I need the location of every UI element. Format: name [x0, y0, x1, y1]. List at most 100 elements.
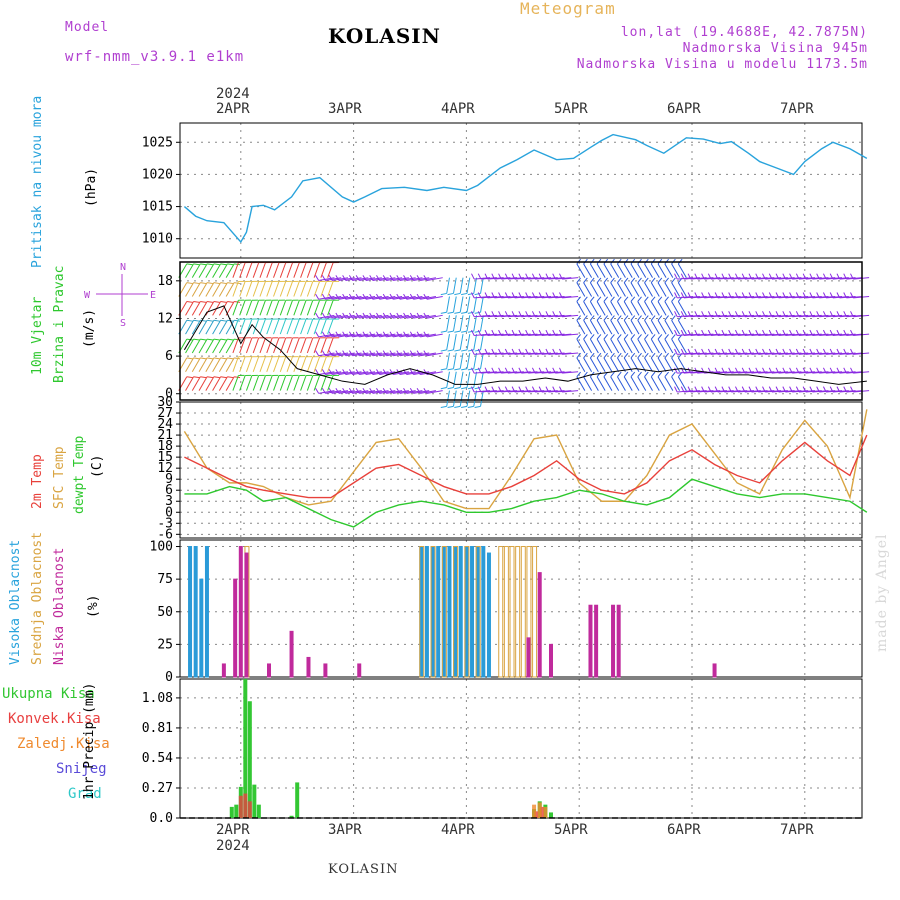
wind-barb — [232, 281, 239, 297]
wind-barb-feather — [782, 348, 786, 355]
wind-barb-feather — [650, 315, 656, 321]
wind-barb-feather — [396, 275, 401, 281]
wind-barb-feather — [416, 275, 421, 281]
wind-barb-feather — [213, 282, 220, 285]
wind-barb — [198, 357, 208, 373]
wind-barb — [386, 314, 403, 319]
wind-barb-feather — [650, 371, 656, 378]
wind-barb-feather — [559, 348, 563, 355]
wind-barb-feather — [498, 311, 502, 317]
wind-barb-feather — [369, 331, 374, 338]
temp-frame — [179, 401, 863, 539]
wind-barb-feather — [671, 334, 676, 340]
wind-barb-feather — [687, 273, 692, 280]
wind-barb-feather — [518, 367, 522, 374]
wind-barb — [446, 296, 450, 313]
wind-barb — [239, 375, 246, 391]
wind-barb — [332, 371, 349, 376]
wind-barb — [286, 337, 293, 354]
wind-barb-feather — [362, 331, 367, 338]
wind-barb — [379, 390, 396, 394]
wind-barb-feather — [576, 334, 581, 340]
wind-barb-feather — [362, 387, 367, 394]
wind-barb-feather — [552, 329, 556, 336]
wind-barb-feather — [809, 292, 813, 299]
wind-barb — [313, 337, 321, 354]
wind-barb-feather — [321, 293, 326, 300]
precip-bar — [243, 793, 248, 818]
wind-barb-feather — [822, 386, 827, 393]
wind-barb-feather — [707, 311, 712, 317]
wind-barb — [671, 376, 681, 391]
wind-barb — [583, 338, 593, 354]
wind-barb — [345, 296, 362, 300]
wind-barb — [218, 376, 228, 391]
wind-barb-feather — [504, 329, 509, 336]
wind-barb-feather — [227, 338, 234, 341]
wind-barb — [320, 318, 327, 335]
temp-ytick-label: 3 — [165, 494, 173, 509]
wind-barb — [644, 376, 653, 391]
wind-barb-feather — [213, 357, 220, 360]
wind-barb-feather — [474, 311, 481, 314]
wind-barb-feather — [843, 386, 847, 393]
wind-barb — [459, 296, 464, 313]
wind-barb-feather — [382, 387, 387, 394]
wind-barb-feather — [843, 367, 847, 374]
wind-barb — [273, 262, 280, 278]
wind-barb-feather — [617, 296, 622, 302]
wind-barb-feather — [596, 334, 602, 340]
wind-barb-feather — [335, 331, 340, 338]
wind-barb-feather — [789, 273, 793, 280]
wind-barb-feather — [423, 350, 428, 356]
precip-frame — [179, 678, 863, 819]
wind-barb-feather — [843, 311, 847, 317]
wind-barb-feather — [531, 367, 536, 374]
wind-barb — [650, 338, 660, 354]
wind-barb-feather — [227, 376, 234, 379]
wind-barb-feather — [538, 348, 543, 355]
wind-barb — [657, 357, 667, 373]
wind-barb — [225, 282, 235, 297]
wind-barb-feather — [583, 296, 588, 302]
wind-barb-feather — [362, 350, 367, 356]
wind-barb — [332, 314, 349, 319]
top-day-label-4: 5APR — [554, 101, 588, 117]
wind-barb-feather — [850, 329, 854, 336]
wind-barb — [327, 356, 334, 372]
wind-barb-feather — [552, 311, 556, 317]
wind-barb-feather — [348, 312, 353, 319]
wind-barb — [191, 357, 201, 373]
wind-barb — [562, 314, 579, 318]
wind-barb — [232, 356, 239, 372]
wind-barb — [446, 371, 450, 388]
wind-barb — [266, 337, 273, 354]
wind-barb — [630, 376, 640, 391]
wind-barb — [273, 337, 280, 354]
wind-barb — [630, 338, 640, 354]
wind-barb-feather — [589, 277, 595, 283]
wind-barb — [372, 314, 389, 319]
pressure-frame — [179, 122, 863, 259]
wind-barb — [218, 320, 228, 335]
wind-barb — [657, 376, 667, 391]
wind-barb — [596, 357, 606, 373]
wind-barb — [473, 390, 478, 407]
wind-barb-feather — [403, 293, 408, 300]
wind-barb-feather — [467, 387, 474, 390]
precip-legend-snow: Snijeg — [56, 761, 107, 777]
wind-barb-feather — [721, 311, 726, 317]
top-day-label-5: 6APR — [667, 101, 701, 117]
wind-barb-feather — [762, 311, 766, 317]
wind-barb — [576, 282, 586, 297]
wind-barb-feather — [348, 350, 353, 356]
wind-barb-feather — [227, 263, 234, 266]
wind-barb-feather — [440, 292, 447, 296]
wind-barb — [365, 296, 382, 300]
wind-barb — [352, 277, 369, 281]
wind-barb-feather — [518, 329, 522, 336]
cloud-bar — [481, 546, 486, 678]
wind-barb — [245, 356, 253, 372]
wind-barb-feather — [637, 296, 642, 302]
